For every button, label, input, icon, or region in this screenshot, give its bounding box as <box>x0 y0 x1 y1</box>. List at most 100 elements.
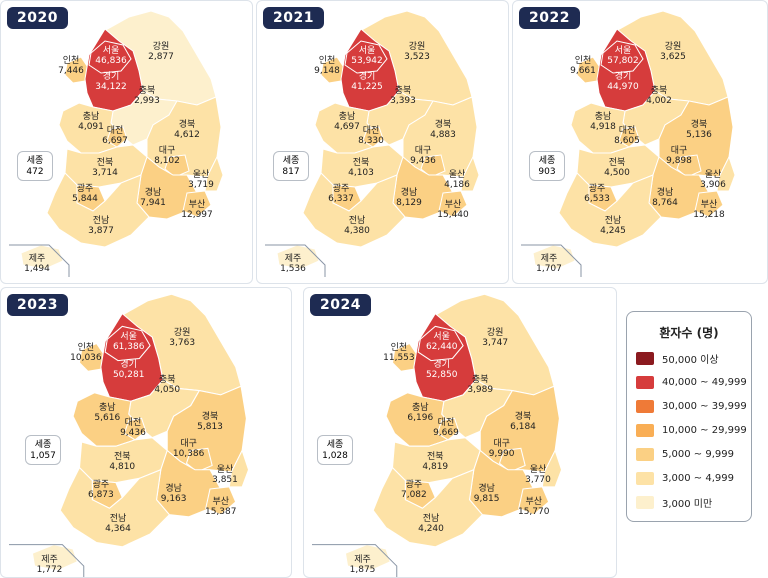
region-label: 강원 3,763 <box>169 328 195 348</box>
region-label: 부산 15,218 <box>693 200 725 220</box>
region-value: 3,719 <box>188 180 214 190</box>
region-label: 전북 4,819 <box>422 452 448 472</box>
region-value: 4,918 <box>590 122 616 132</box>
region-name: 인천 <box>574 56 592 66</box>
region-label: 전남 4,380 <box>344 216 370 236</box>
region-대전 <box>618 126 640 148</box>
region-name: 대전 <box>106 126 124 136</box>
region-value: 3,906 <box>700 180 726 190</box>
region-value: 8,330 <box>358 136 384 146</box>
region-value: 52,850 <box>425 370 458 381</box>
region-name: 전북 <box>113 452 131 463</box>
region-value: 9,898 <box>666 156 692 166</box>
region-value: 62,440 <box>425 342 458 353</box>
region-울산 <box>716 155 736 192</box>
region-서울 <box>344 40 388 74</box>
region-전남 <box>59 466 171 548</box>
region-name: 대전 <box>618 126 636 136</box>
region-label: 경기 34,122 <box>95 72 127 92</box>
region-value: 4,002 <box>646 96 672 106</box>
region-value: 9,990 <box>488 449 515 460</box>
region-name: 충남 <box>412 402 429 413</box>
region-label: 강원 3,747 <box>482 328 508 348</box>
region-울산 <box>460 155 480 192</box>
sejong-box: 세종 1,028 <box>317 435 353 465</box>
region-value: 4,697 <box>334 122 360 132</box>
region-name: 인천 <box>318 56 336 66</box>
region-value: 10,036 <box>70 353 102 364</box>
region-value: 15,387 <box>204 507 237 518</box>
region-서울 <box>104 325 151 362</box>
region-전남 <box>302 172 406 248</box>
region-value: 15,770 <box>517 507 550 518</box>
sejong-box: 세종 817 <box>273 151 309 181</box>
region-name: 충북 <box>158 375 176 386</box>
legend-swatch <box>636 447 654 461</box>
region-name: 전남 <box>604 216 622 226</box>
legend-label: 50,000 이상 <box>662 354 719 366</box>
map-panel-2022: 2022 서울 57,802 경기 44,970 인천 9,661 강원 3,625 충북 4,00… <box>512 0 768 284</box>
region-name: 서울 <box>120 332 137 343</box>
region-name: 대구 <box>414 146 432 156</box>
region-label: 경남 9,815 <box>474 484 500 504</box>
year-badge: 2021 <box>263 7 324 29</box>
region-label: 대구 9,990 <box>489 439 515 459</box>
region-value: 6,337 <box>328 194 354 204</box>
region-value: 903 <box>538 167 556 177</box>
region-value: 3,747 <box>482 338 509 349</box>
region-name: 인천 <box>77 343 95 354</box>
region-name: 경기 <box>120 360 137 371</box>
region-name: 울산 <box>529 465 547 476</box>
region-value: 53,942 <box>351 56 383 66</box>
region-name: 부산 <box>525 497 542 508</box>
region-대구 <box>676 154 702 178</box>
region-value: 15,218 <box>693 210 725 220</box>
region-name: 광주 <box>92 480 110 491</box>
region-value: 8,102 <box>154 156 180 166</box>
region-label: 경기 50,281 <box>113 360 145 380</box>
jeju-separator-line <box>521 244 582 277</box>
region-value: 6,533 <box>584 194 610 204</box>
region-label: 부산 15,770 <box>518 497 550 517</box>
region-name: 충남 <box>82 112 100 122</box>
region-name: 부산 <box>188 200 206 210</box>
region-value: 3,393 <box>390 96 416 106</box>
legend-item: 40,000 ~ 49,999 <box>636 374 747 390</box>
region-label: 경북 4,883 <box>430 120 456 140</box>
region-name: 세종 <box>34 440 52 450</box>
region-name: 경북 <box>514 411 532 422</box>
region-value: 1,057 <box>30 451 56 461</box>
region-name: 세종 <box>26 156 44 166</box>
map-panel-2021: 2021 서울 53,942 경기 41,225 인천 9,148 강원 3,523 충북 3,39… <box>256 0 509 284</box>
region-value: 1,875 <box>349 564 376 575</box>
region-value: 8,764 <box>652 198 678 208</box>
region-label: 강원 3,523 <box>404 42 430 62</box>
region-value: 5,136 <box>686 130 712 140</box>
region-label: 광주 5,844 <box>72 184 98 204</box>
region-value: 4,050 <box>154 385 181 396</box>
region-label: 충북 4,050 <box>154 375 180 395</box>
region-value: 2,877 <box>148 52 174 62</box>
region-name: 충남 <box>338 112 356 122</box>
region-name: 전북 <box>426 452 444 463</box>
region-label: 서울 53,942 <box>351 46 383 66</box>
region-value: 4,364 <box>105 524 131 535</box>
region-name: 전남 <box>109 514 127 525</box>
region-부산 <box>694 190 724 218</box>
region-label: 전남 4,364 <box>105 514 131 534</box>
region-value: 4,091 <box>78 122 104 132</box>
region-name: 서울 <box>433 332 450 343</box>
region-label: 전북 3,714 <box>92 158 118 178</box>
legend-swatch <box>636 495 654 509</box>
legend-label: 30,000 ~ 39,999 <box>662 400 747 412</box>
region-value: 4,186 <box>444 180 470 190</box>
region-대전 <box>106 126 128 148</box>
region-name: 광주 <box>588 184 606 194</box>
jeju-separator-line <box>9 244 70 277</box>
jeju-separator-line <box>9 544 85 577</box>
region-value: 15,440 <box>437 210 469 220</box>
region-value: 1,536 <box>280 264 306 274</box>
region-label: 제주 1,875 <box>350 555 376 575</box>
region-value: 6,697 <box>102 136 128 146</box>
region-value: 3,851 <box>212 475 238 486</box>
